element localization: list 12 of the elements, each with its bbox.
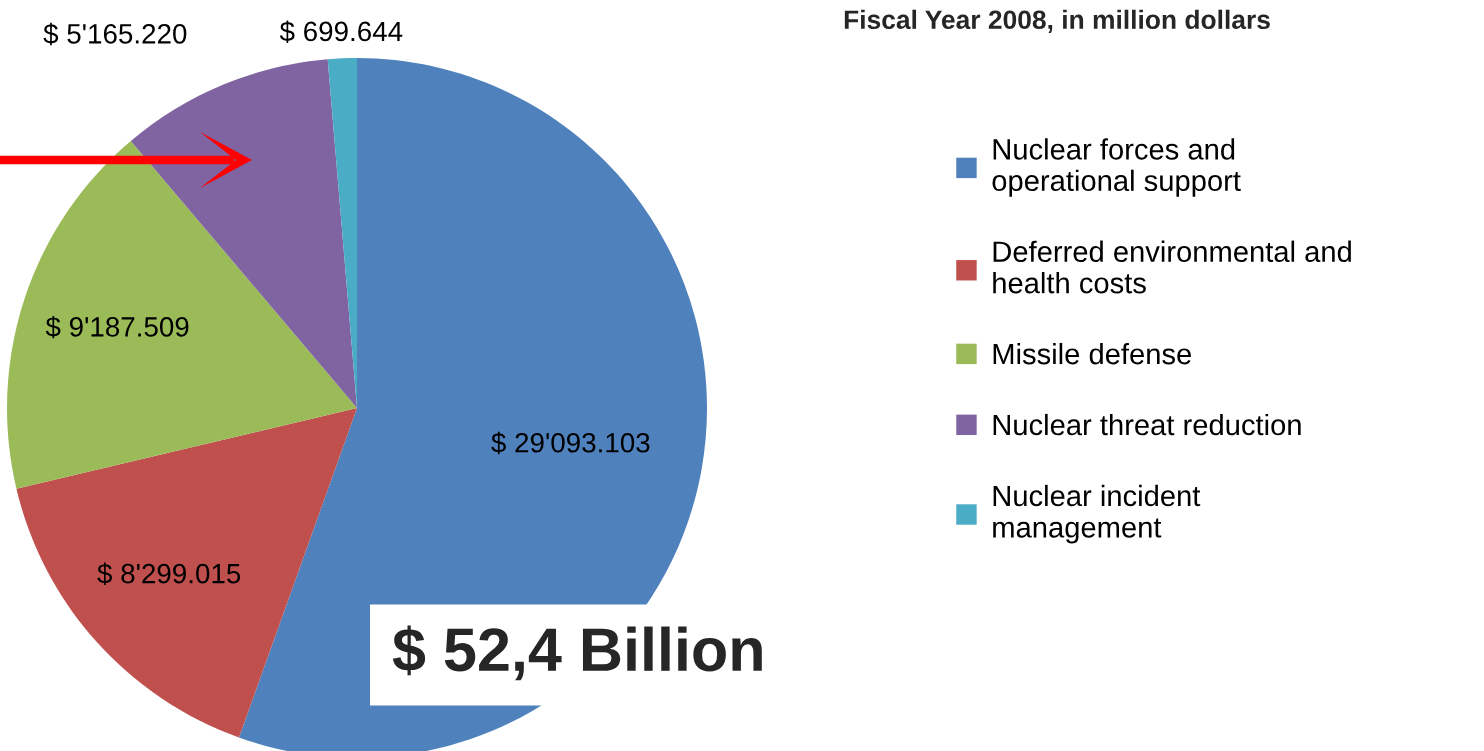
data-label: $ 29'093.103 bbox=[491, 431, 650, 455]
legend-label: Nuclear threat reduction bbox=[993, 413, 1301, 436]
data-label: $ 9'187.509 bbox=[45, 315, 189, 339]
chart-title: Fiscal Year 2008, in million dollars bbox=[844, 9, 1270, 33]
legend-label: Nuclear incident management bbox=[993, 484, 1201, 544]
data-label: $ 5'165.220 bbox=[43, 22, 187, 46]
legend-label: Missile defense bbox=[993, 342, 1191, 365]
data-label: $ 699.644 bbox=[279, 20, 403, 43]
legend-label: Deferred environmental and health costs bbox=[993, 240, 1351, 294]
legend-label: Nuclear forces and operational support bbox=[992, 138, 1241, 197]
data-label: $ 8'299.015 bbox=[97, 562, 241, 586]
text: $ 52,4 Billion bbox=[392, 625, 762, 681]
